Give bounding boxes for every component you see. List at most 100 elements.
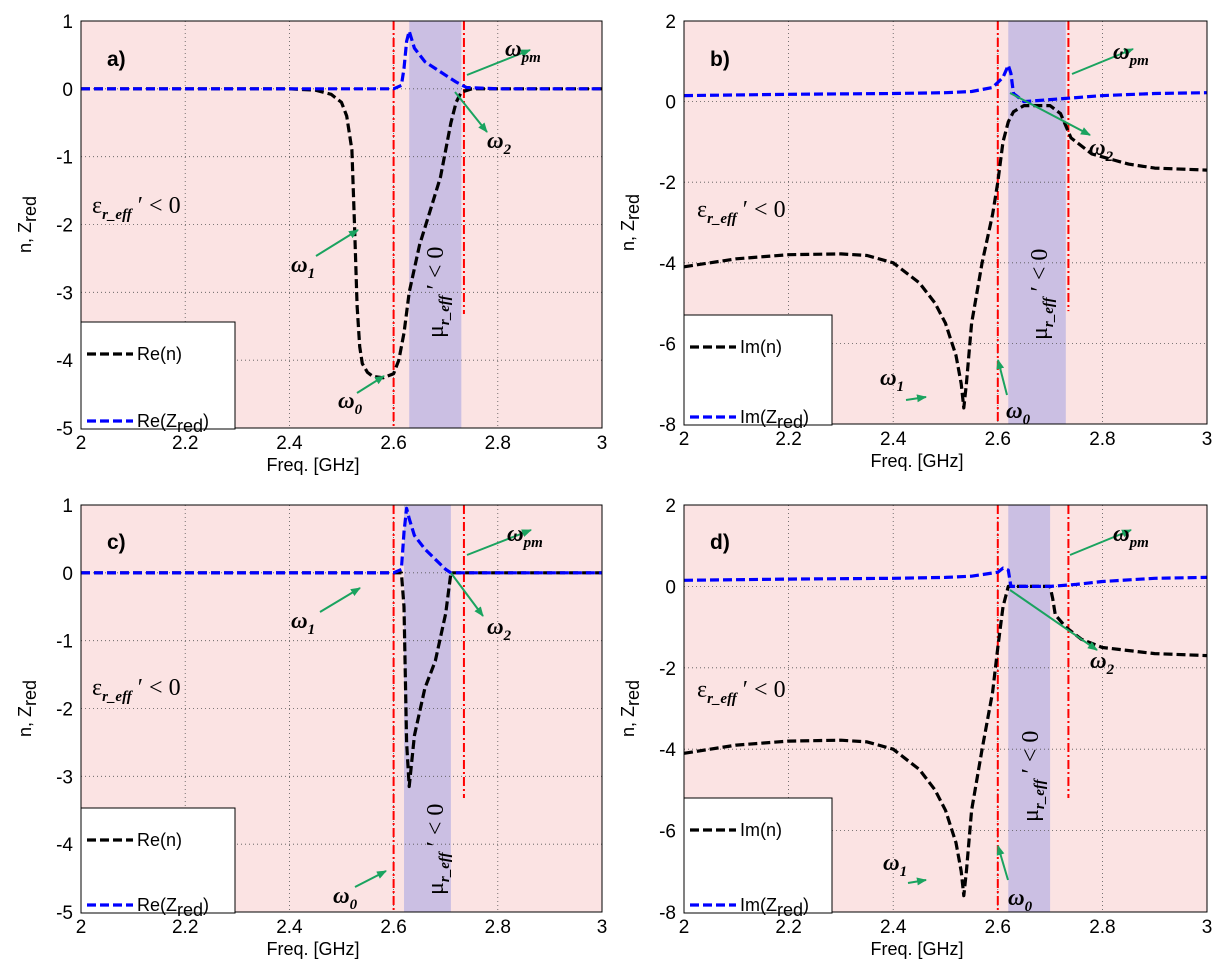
series-line-z (683, 63, 1208, 104)
x-tick-label: 2.8 (1089, 917, 1115, 938)
y-tick-label: -4 (659, 740, 676, 761)
x-tick-label: 2.4 (880, 917, 907, 938)
chart-panel-a: 2 2.2 2.4 2.6 2.8 3 1 0 -1 -2 -3 -4 -5 Freq. [GHz] n, … (15, 12, 607, 475)
x-tick-label: 2.6 (380, 433, 406, 454)
y-tick-label: -8 (659, 903, 676, 924)
annotation-arrow (905, 394, 927, 403)
mu-region-label: μr_eff ′ < 0 (1018, 731, 1048, 822)
x-tick-label: 2.2 (775, 429, 801, 450)
x-tick-label: 2 (76, 917, 87, 938)
y-tick-label: 1 (62, 496, 73, 517)
legend-entry: Re(n) (137, 830, 182, 850)
y-tick-label: -1 (56, 632, 73, 653)
legend-entry: Im(n) (740, 337, 782, 357)
legend-entry: Re(Zred) (137, 895, 209, 920)
epsilon-region-label: εr_eff ′ < 0 (697, 677, 786, 707)
annotation-arrow (450, 572, 484, 617)
legend-box (683, 314, 833, 426)
annotation-arrow (1009, 589, 1098, 651)
plot-frame (80, 20, 603, 429)
y-tick-label: -8 (659, 415, 676, 436)
plot-frame (683, 504, 1208, 913)
panel-label: c) (107, 531, 126, 554)
y-tick-label: -4 (659, 254, 676, 275)
annotation-arrow (1071, 48, 1134, 75)
annotation-arrow (1009, 92, 1091, 136)
annotation-arrow (356, 375, 385, 394)
panel-label: a) (107, 48, 126, 71)
y-axis-label: n, Zred (15, 196, 40, 253)
y-tick-label: -2 (659, 659, 676, 680)
legend-entry: Im(n) (740, 820, 782, 840)
epsilon-region-label: εr_eff ′ < 0 (92, 193, 181, 223)
series-line-n (683, 584, 1208, 898)
x-axis-label: Freq. [GHz] (871, 939, 964, 959)
annotation-arrow (996, 359, 1008, 396)
annotation-arrow (354, 870, 387, 888)
series-line-z (81, 29, 602, 91)
y-tick-label: 1 (62, 12, 73, 33)
x-tick-label: 2.4 (276, 433, 303, 454)
x-tick-label: 2 (76, 433, 87, 454)
x-axis-label: Freq. [GHz] (267, 939, 360, 959)
x-tick-label: 2 (679, 917, 690, 938)
y-tick-label: -5 (56, 419, 73, 440)
y-tick-label: -6 (659, 334, 676, 355)
y-tick-label: -5 (56, 903, 73, 924)
x-tick-label: 3 (1202, 917, 1213, 938)
y-tick-label: 2 (665, 496, 676, 517)
x-tick-label: 3 (597, 433, 608, 454)
annotation-arrow (315, 229, 359, 257)
x-tick-label: 2.8 (485, 433, 511, 454)
x-tick-label: 2.6 (985, 429, 1011, 450)
y-axis-label: n, Zred (618, 680, 643, 737)
y-tick-label: -4 (56, 351, 73, 372)
annotation-arrow (907, 877, 927, 886)
x-tick-label: 2.6 (985, 917, 1011, 938)
mu-region-label: μr_eff ′ < 0 (423, 247, 453, 338)
chart-panel-d: 2 2.2 2.4 2.6 2.8 3 2 0 -2 -4 -6 -8 Freq. [GHz] n, Zr… (618, 496, 1212, 959)
annotation-arrow (996, 845, 1009, 881)
y-tick-label: 0 (665, 577, 676, 598)
x-axis-label: Freq. [GHz] (267, 455, 360, 475)
x-tick-label: 2.8 (1089, 429, 1115, 450)
plot-frame (683, 20, 1208, 425)
x-tick-label: 2 (679, 429, 690, 450)
shaded-band (1008, 21, 1066, 424)
x-tick-label: 2.8 (485, 917, 511, 938)
shaded-band (1008, 505, 1051, 912)
legend-entry: Re(n) (137, 344, 182, 364)
x-tick-label: 2.2 (775, 917, 801, 938)
x-tick-label: 2.4 (880, 429, 907, 450)
annotation-arrow (466, 49, 531, 76)
y-tick-label: 0 (62, 564, 73, 585)
plot-frame (80, 504, 603, 913)
legend-box (80, 321, 236, 430)
y-axis-label: n, Zred (15, 680, 40, 737)
x-tick-label: 2.2 (172, 917, 198, 938)
y-tick-label: -3 (56, 767, 73, 788)
y-tick-label: 2 (665, 12, 676, 33)
y-tick-label: 0 (665, 93, 676, 114)
x-tick-label: 3 (1202, 429, 1213, 450)
chart-panel-c: 2 2.2 2.4 2.6 2.8 3 1 0 -1 -2 -3 -4 -5 Freq. [GHz] n, … (15, 496, 607, 959)
x-tick-label: 2.4 (276, 917, 303, 938)
legend-box (80, 807, 236, 914)
y-tick-label: -2 (56, 700, 73, 721)
y-tick-label: -1 (56, 148, 73, 169)
annotation-arrow (319, 587, 361, 613)
annotation-arrow (1069, 529, 1132, 556)
y-tick-label: -3 (56, 283, 73, 304)
y-axis-label: n, Zred (618, 194, 643, 251)
legend-box (683, 797, 833, 914)
x-axis-label: Freq. [GHz] (871, 451, 964, 471)
series-line-n (81, 571, 602, 789)
panel-label: b) (710, 48, 730, 71)
series-line-n (683, 103, 1208, 410)
x-tick-label: 3 (597, 917, 608, 938)
y-tick-label: -2 (659, 173, 676, 194)
y-tick-label: -4 (56, 835, 73, 856)
series-line-z (81, 506, 602, 575)
chart-panel-b: 2 2.2 2.4 2.6 2.8 3 2 0 -2 -4 -6 -8 Freq. [GHz] n, Zr… (618, 12, 1212, 471)
